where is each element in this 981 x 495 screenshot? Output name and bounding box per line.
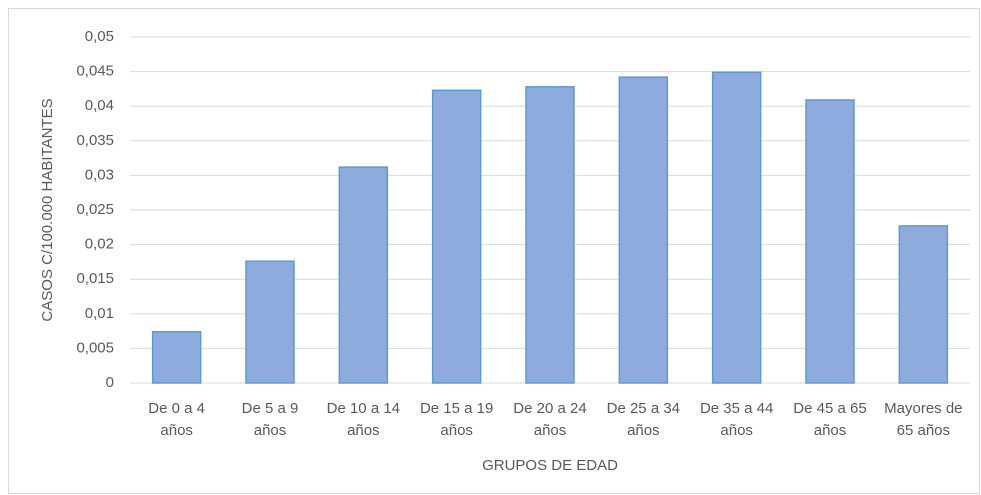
x-tick-label: De 20 a 24 años — [513, 400, 587, 439]
bar — [711, 71, 762, 384]
bar — [245, 260, 295, 384]
bar — [338, 166, 389, 384]
bar — [805, 99, 855, 384]
y-tick-label: 0,01 — [85, 305, 114, 322]
y-tick-label: 0,005 — [76, 339, 114, 356]
y-tick-label: 0,025 — [76, 201, 114, 218]
x-tick-label: De 5 a 9 años — [241, 400, 299, 439]
bar — [431, 89, 482, 384]
y-tick-label: 0,035 — [76, 132, 114, 149]
y-tick-label: 0,015 — [76, 270, 114, 287]
x-tick-label: De 10 a 14 años — [326, 400, 401, 439]
bar — [525, 86, 575, 384]
y-tick-label: 0 — [106, 374, 114, 391]
x-tick-label: De 35 a 44 años — [699, 400, 774, 439]
y-tick-label: 0,04 — [85, 97, 114, 114]
x-axis-label: GRUPOS DE EDAD — [482, 457, 618, 474]
y-tick-label: 0,03 — [85, 166, 114, 183]
y-tick-label: 0,02 — [85, 236, 114, 253]
x-tick-label: De 45 a 65 años — [793, 400, 867, 439]
bar — [151, 331, 202, 384]
x-tick-label: Mayores de 65 años — [884, 400, 963, 439]
y-tick-label: 0,045 — [76, 63, 114, 80]
chart-border — [8, 8, 980, 494]
bar — [898, 225, 949, 384]
x-tick-label: De 25 a 34 años — [606, 400, 681, 439]
x-tick-label: De 15 a 19 años — [419, 400, 494, 439]
x-tick-label: De 0 a 4 años — [148, 400, 206, 439]
y-axis-label: CASOS C/100.000 HABITANTES — [39, 98, 56, 321]
y-tick-label: 0,05 — [85, 28, 114, 45]
bar — [618, 76, 669, 384]
